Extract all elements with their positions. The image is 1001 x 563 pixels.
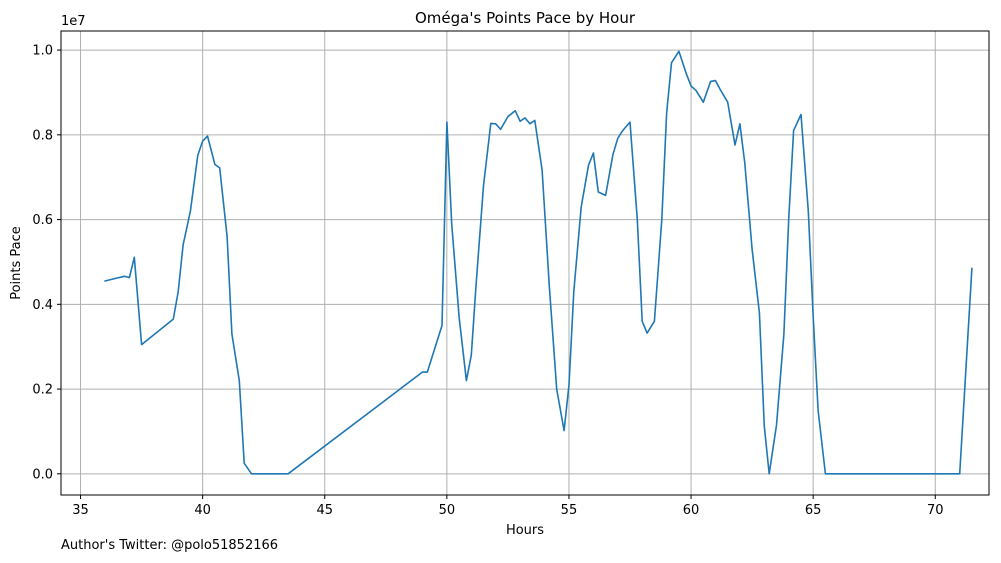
x-tick-label: 55	[561, 503, 578, 518]
x-axis-title: Hours	[506, 523, 544, 538]
x-tick-label: 35	[72, 503, 89, 518]
x-tick-label: 40	[194, 503, 211, 518]
author-twitter-note: Author's Twitter: @polo51852166	[61, 538, 279, 553]
grid	[61, 31, 989, 495]
series-layer	[104, 50, 973, 475]
y-tick-label: 0.0	[32, 467, 53, 482]
y-tick-label: 1.0	[32, 44, 53, 59]
x-tick-label: 50	[439, 503, 456, 518]
x-tick-label: 65	[805, 503, 822, 518]
x-tick-label: 60	[683, 503, 700, 518]
y-tick-label: 0.2	[32, 383, 53, 398]
y-axis-title: Points Pace	[9, 226, 24, 300]
x-tick-label: 70	[927, 503, 944, 518]
y-tick-label: 0.6	[32, 213, 53, 228]
series-line	[104, 50, 973, 475]
y-scale-label: 1e7	[61, 14, 86, 29]
x-tick-label: 45	[316, 503, 333, 518]
y-tick-label: 0.4	[32, 298, 53, 313]
ticks: 35 40 45 50 55 60 65 70 0.0 0.2 0.4 0.6 0.8 1.0	[32, 44, 943, 518]
chart-title: Oméga's Points Pace by Hour	[415, 9, 636, 27]
y-tick-label: 0.8	[32, 128, 53, 143]
plot-frame	[60, 30, 990, 496]
